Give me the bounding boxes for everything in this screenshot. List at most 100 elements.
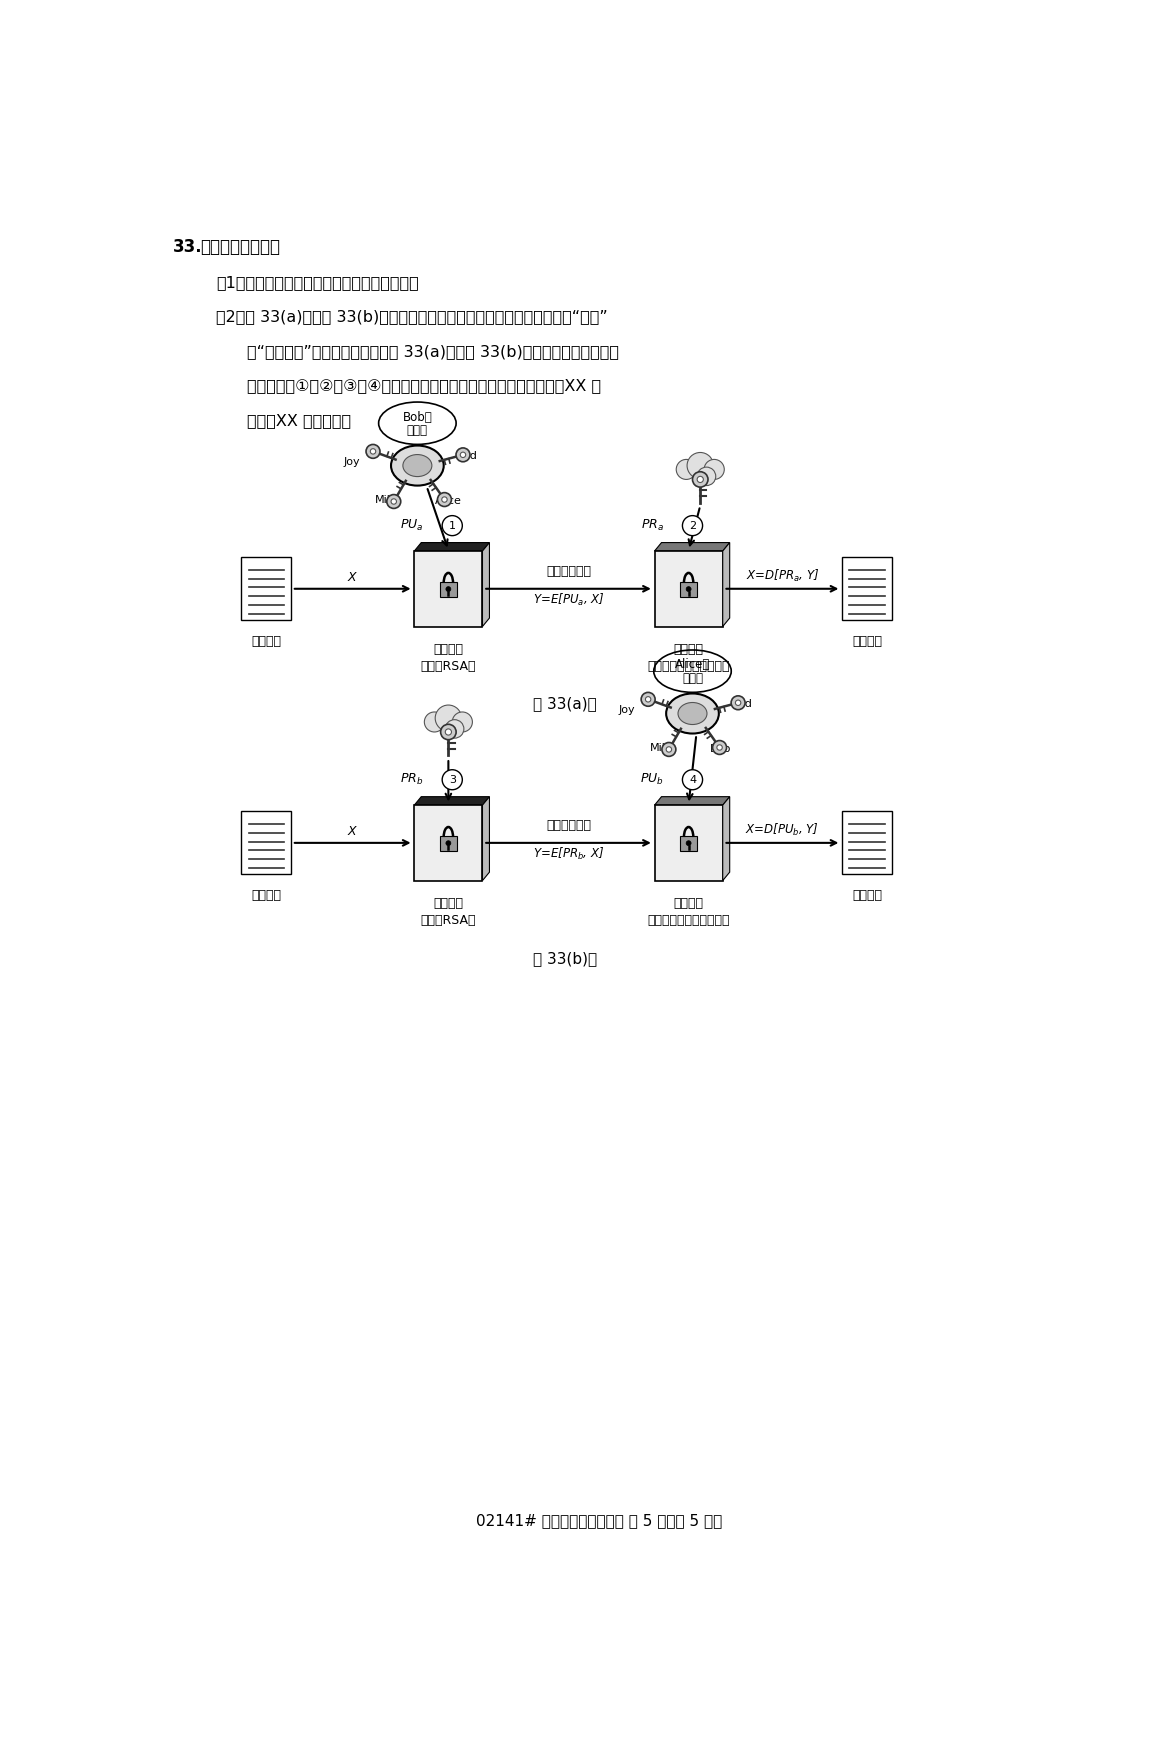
- Text: 并写出图中①、②、③、④处的密鑰所属的用户名和密鑰类型（例如：XX 的: 并写出图中①、②、③、④处的密鑰所属的用户名和密鑰类型（例如：XX 的: [247, 378, 601, 394]
- Circle shape: [445, 720, 464, 737]
- Circle shape: [683, 516, 703, 535]
- Text: Mike: Mike: [375, 495, 401, 505]
- Circle shape: [456, 448, 470, 462]
- Circle shape: [371, 448, 375, 455]
- Text: 33.: 33.: [173, 239, 203, 256]
- Circle shape: [713, 741, 727, 755]
- Ellipse shape: [390, 446, 444, 486]
- Text: 明文输入: 明文输入: [251, 634, 282, 648]
- Circle shape: [704, 460, 725, 479]
- Circle shape: [387, 495, 401, 509]
- Text: 公鑰环: 公鑰环: [407, 424, 428, 437]
- Text: 和“数字签名”的示意图。请写出题 33(a)图、题 33(b)图分别对应哪个应用，: 和“数字签名”的示意图。请写出题 33(a)图、题 33(b)图分别对应哪个应用…: [247, 343, 618, 359]
- Text: 明文输出: 明文输出: [852, 889, 881, 903]
- Ellipse shape: [678, 702, 707, 725]
- Circle shape: [437, 493, 451, 507]
- FancyBboxPatch shape: [440, 582, 457, 598]
- Text: 解密算法: 解密算法: [673, 643, 704, 655]
- Text: Bob的: Bob的: [402, 411, 433, 424]
- Circle shape: [435, 704, 462, 732]
- Text: （例如RSA）: （例如RSA）: [421, 659, 476, 673]
- Text: $Y$=E[$PR_b$, $X$]: $Y$=E[$PR_b$, $X$]: [533, 845, 604, 863]
- Text: Bob: Bob: [710, 744, 731, 755]
- Text: 加密算法: 加密算法: [434, 643, 463, 655]
- Circle shape: [445, 587, 451, 591]
- Text: 题 33(a)图: 题 33(a)图: [533, 697, 596, 711]
- FancyBboxPatch shape: [414, 551, 483, 626]
- Text: 明文输入: 明文输入: [251, 889, 282, 903]
- Text: 题 33(b)图: 题 33(b)图: [533, 950, 596, 966]
- FancyBboxPatch shape: [680, 582, 697, 598]
- Text: 4: 4: [689, 774, 696, 784]
- Text: Joy: Joy: [618, 704, 636, 715]
- Polygon shape: [414, 797, 490, 805]
- Text: $PR_a$: $PR_a$: [641, 518, 664, 533]
- Circle shape: [683, 770, 703, 790]
- Circle shape: [442, 770, 462, 790]
- Text: 公鑰、XX 的私鑰）。: 公鑰、XX 的私鑰）。: [247, 413, 351, 429]
- Circle shape: [735, 701, 741, 706]
- Ellipse shape: [653, 650, 732, 692]
- Circle shape: [445, 840, 451, 845]
- Polygon shape: [655, 797, 729, 805]
- Text: （例如RSA）: （例如RSA）: [421, 913, 476, 927]
- Text: Ted: Ted: [733, 699, 752, 709]
- Text: 3: 3: [449, 774, 456, 784]
- Circle shape: [452, 711, 472, 732]
- FancyBboxPatch shape: [655, 551, 722, 626]
- Circle shape: [392, 498, 396, 504]
- Text: $X$=D[$PU_b$, $Y$]: $X$=D[$PU_b$, $Y$]: [746, 823, 819, 838]
- Text: 加密算法: 加密算法: [434, 896, 463, 910]
- Circle shape: [676, 460, 697, 479]
- Circle shape: [424, 711, 444, 732]
- FancyBboxPatch shape: [241, 558, 291, 621]
- Text: 明文输出: 明文输出: [852, 634, 881, 648]
- Text: Alice: Alice: [435, 497, 462, 505]
- Circle shape: [641, 692, 655, 706]
- FancyBboxPatch shape: [680, 837, 697, 851]
- Text: $X$: $X$: [347, 572, 359, 584]
- Circle shape: [645, 697, 651, 702]
- Circle shape: [731, 695, 745, 709]
- Circle shape: [662, 743, 676, 756]
- Text: Joy: Joy: [344, 457, 360, 467]
- Text: Mike: Mike: [650, 743, 676, 753]
- FancyBboxPatch shape: [842, 810, 892, 875]
- Circle shape: [445, 729, 451, 736]
- Polygon shape: [722, 542, 729, 626]
- Circle shape: [686, 587, 691, 591]
- Text: 被传输的密文: 被传输的密文: [546, 565, 592, 579]
- Text: 请回答下面问题：: 请回答下面问题：: [200, 239, 281, 256]
- Text: $PR_b$: $PR_b$: [400, 772, 423, 788]
- Text: Ted: Ted: [458, 451, 477, 462]
- Circle shape: [687, 453, 713, 479]
- Text: 公鑰环: 公鑰环: [682, 673, 703, 685]
- FancyBboxPatch shape: [414, 805, 483, 880]
- FancyBboxPatch shape: [241, 810, 291, 875]
- Ellipse shape: [666, 694, 719, 734]
- Circle shape: [366, 444, 380, 458]
- Text: （1）非对称密鑰密码体制的主要特点是什么？: （1）非对称密鑰密码体制的主要特点是什么？: [216, 275, 419, 289]
- Circle shape: [666, 746, 672, 753]
- Circle shape: [442, 497, 448, 502]
- Circle shape: [461, 451, 465, 457]
- Circle shape: [717, 744, 722, 749]
- Polygon shape: [414, 542, 490, 551]
- Polygon shape: [655, 542, 729, 551]
- Text: $Y$=E[$PU_a$, $X$]: $Y$=E[$PU_a$, $X$]: [533, 593, 604, 608]
- Ellipse shape: [403, 455, 431, 476]
- FancyBboxPatch shape: [655, 805, 722, 880]
- Polygon shape: [483, 797, 490, 880]
- Text: 1: 1: [449, 521, 456, 530]
- Text: $X$=D[$PR_a$, $Y$]: $X$=D[$PR_a$, $Y$]: [746, 568, 819, 584]
- FancyBboxPatch shape: [440, 837, 457, 851]
- Text: （2）题 33(a)图、题 33(b)图是非对称密鑰密码体制产生的两个主要应用“加密”: （2）题 33(a)图、题 33(b)图是非对称密鑰密码体制产生的两个主要应用“…: [216, 309, 608, 324]
- Text: 被传输的密文: 被传输的密文: [546, 819, 592, 831]
- Circle shape: [442, 516, 462, 535]
- Text: （加密算法的逆向执行）: （加密算法的逆向执行）: [648, 659, 729, 673]
- Polygon shape: [722, 797, 729, 880]
- Circle shape: [441, 725, 456, 739]
- Text: （加密算法的逆向执行）: （加密算法的逆向执行）: [648, 913, 729, 927]
- Polygon shape: [483, 542, 490, 626]
- Text: 解密算法: 解密算法: [673, 896, 704, 910]
